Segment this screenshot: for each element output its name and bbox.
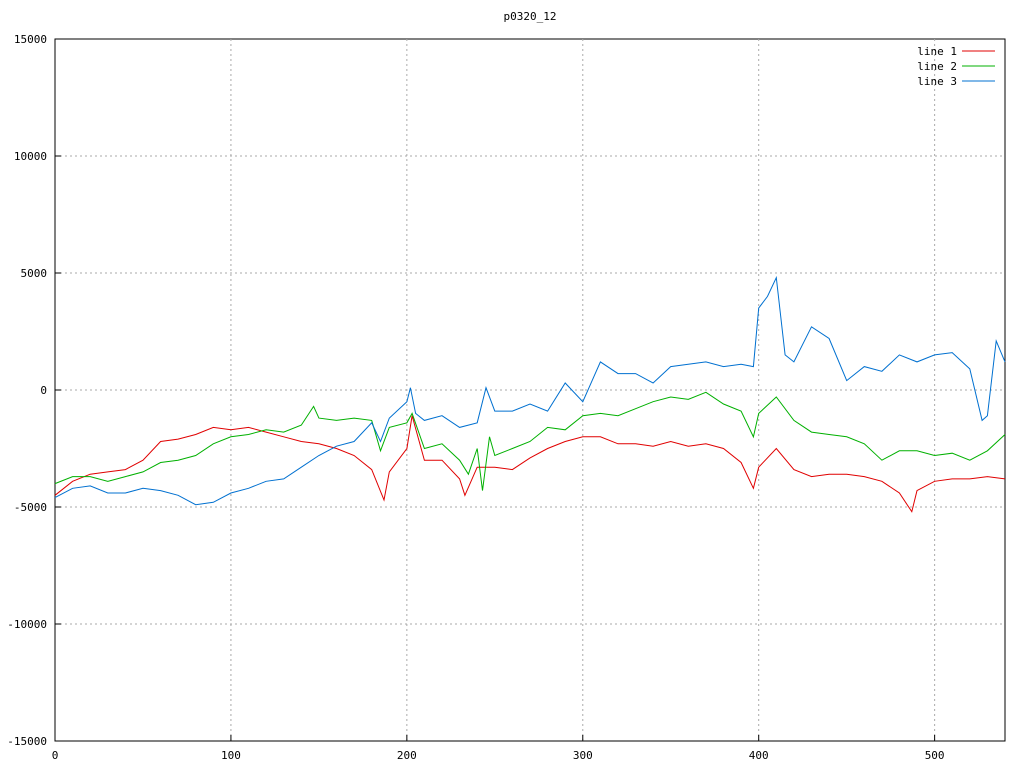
line-series <box>54 275 1006 506</box>
x-tick-label: 500 <box>925 749 945 762</box>
y-tick-label: 5000 <box>21 267 48 280</box>
chart-title: p0320_12 <box>504 10 557 23</box>
y-tick-label: -15000 <box>7 735 47 748</box>
x-tick-label: 400 <box>749 749 769 762</box>
legend-label: line 1 <box>917 45 957 58</box>
y-tick-label: -10000 <box>7 618 47 631</box>
line-series <box>54 391 1006 491</box>
x-tick-label: 300 <box>573 749 593 762</box>
y-tick-label: -5000 <box>14 501 47 514</box>
y-tick-label: 0 <box>40 384 47 397</box>
y-tick-label: 15000 <box>14 33 47 46</box>
x-tick-label: 100 <box>221 749 241 762</box>
y-tick-label: 10000 <box>14 150 47 163</box>
line-series <box>54 415 1006 513</box>
x-tick-label: 0 <box>52 749 59 762</box>
legend-label: line 3 <box>917 75 957 88</box>
legend-label: line 2 <box>917 60 957 73</box>
x-tick-label: 200 <box>397 749 417 762</box>
